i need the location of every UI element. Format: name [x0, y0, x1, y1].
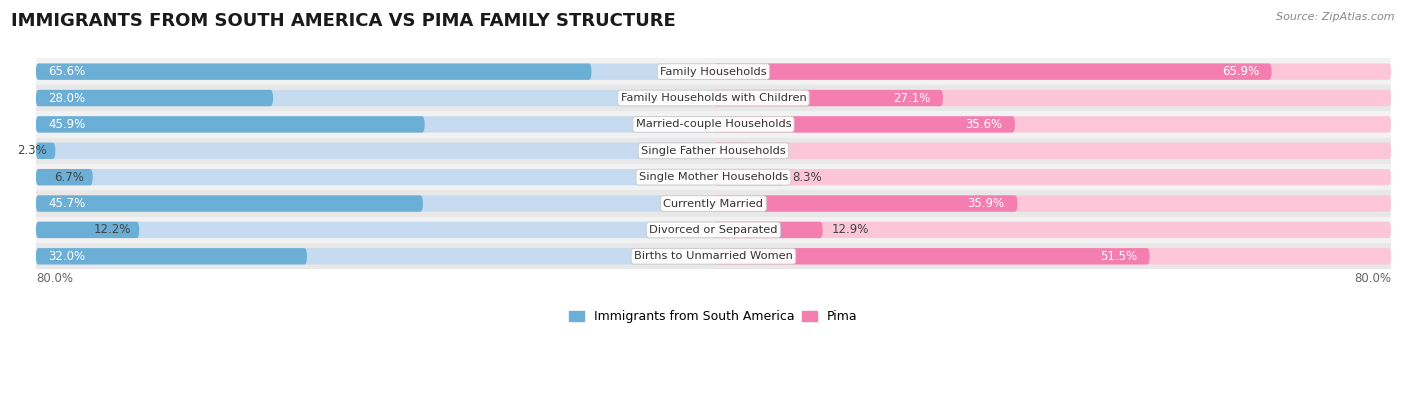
Bar	[37, 137, 1391, 164]
FancyBboxPatch shape	[37, 196, 423, 212]
FancyBboxPatch shape	[37, 143, 713, 159]
FancyBboxPatch shape	[713, 116, 1391, 133]
Text: Births to Unmarried Women: Births to Unmarried Women	[634, 251, 793, 261]
Text: 45.9%: 45.9%	[49, 118, 86, 131]
FancyBboxPatch shape	[713, 248, 1391, 265]
Text: Married-couple Households: Married-couple Households	[636, 119, 792, 130]
FancyBboxPatch shape	[37, 169, 713, 185]
Bar	[37, 111, 1391, 137]
FancyBboxPatch shape	[713, 90, 1391, 106]
Text: 28.0%: 28.0%	[49, 92, 86, 105]
FancyBboxPatch shape	[713, 116, 1015, 133]
Text: 12.9%: 12.9%	[831, 224, 869, 237]
FancyBboxPatch shape	[37, 248, 713, 265]
FancyBboxPatch shape	[37, 248, 307, 265]
FancyBboxPatch shape	[713, 169, 783, 185]
FancyBboxPatch shape	[37, 169, 93, 185]
Text: 35.6%: 35.6%	[965, 118, 1002, 131]
Text: Family Households with Children: Family Households with Children	[620, 93, 806, 103]
Text: Single Father Households: Single Father Households	[641, 146, 786, 156]
FancyBboxPatch shape	[37, 143, 55, 159]
Text: 2.3%: 2.3%	[17, 144, 46, 157]
FancyBboxPatch shape	[713, 143, 1391, 159]
Bar	[37, 164, 1391, 190]
FancyBboxPatch shape	[37, 196, 713, 212]
Text: Currently Married: Currently Married	[664, 199, 763, 209]
Text: 45.7%: 45.7%	[49, 197, 86, 210]
FancyBboxPatch shape	[713, 64, 1271, 80]
Text: 32.0%: 32.0%	[49, 250, 86, 263]
Bar	[37, 217, 1391, 243]
FancyBboxPatch shape	[713, 196, 1391, 212]
FancyBboxPatch shape	[37, 116, 713, 133]
Legend: Immigrants from South America, Pima: Immigrants from South America, Pima	[564, 305, 863, 329]
FancyBboxPatch shape	[37, 90, 273, 106]
Text: 4.2%: 4.2%	[758, 144, 787, 157]
Text: Divorced or Separated: Divorced or Separated	[650, 225, 778, 235]
FancyBboxPatch shape	[37, 90, 713, 106]
FancyBboxPatch shape	[713, 90, 943, 106]
Text: 27.1%: 27.1%	[893, 92, 931, 105]
FancyBboxPatch shape	[713, 222, 823, 238]
FancyBboxPatch shape	[37, 64, 713, 80]
Bar	[37, 58, 1391, 85]
FancyBboxPatch shape	[713, 143, 749, 159]
FancyBboxPatch shape	[37, 116, 425, 133]
Text: Family Households: Family Households	[661, 67, 766, 77]
FancyBboxPatch shape	[713, 196, 1018, 212]
Text: Source: ZipAtlas.com: Source: ZipAtlas.com	[1277, 12, 1395, 22]
Text: 8.3%: 8.3%	[792, 171, 823, 184]
FancyBboxPatch shape	[713, 248, 1150, 265]
Text: 6.7%: 6.7%	[55, 171, 84, 184]
Bar	[37, 190, 1391, 217]
FancyBboxPatch shape	[37, 64, 592, 80]
Text: IMMIGRANTS FROM SOUTH AMERICA VS PIMA FAMILY STRUCTURE: IMMIGRANTS FROM SOUTH AMERICA VS PIMA FA…	[11, 12, 676, 30]
Bar	[37, 85, 1391, 111]
Text: 65.6%: 65.6%	[49, 65, 86, 78]
Text: 51.5%: 51.5%	[1099, 250, 1137, 263]
Text: 80.0%: 80.0%	[37, 272, 73, 284]
FancyBboxPatch shape	[713, 64, 1391, 80]
Text: 12.2%: 12.2%	[93, 224, 131, 237]
FancyBboxPatch shape	[37, 222, 139, 238]
Text: Single Mother Households: Single Mother Households	[638, 172, 789, 182]
FancyBboxPatch shape	[713, 222, 1391, 238]
Text: 65.9%: 65.9%	[1222, 65, 1258, 78]
Bar	[37, 243, 1391, 269]
Text: 80.0%: 80.0%	[1354, 272, 1391, 284]
Text: 35.9%: 35.9%	[967, 197, 1005, 210]
FancyBboxPatch shape	[713, 169, 1391, 185]
FancyBboxPatch shape	[37, 222, 713, 238]
